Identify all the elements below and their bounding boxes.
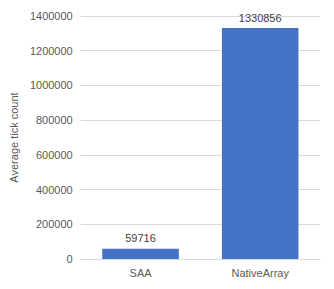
svg-text:1400000: 1400000 (30, 10, 73, 22)
svg-text:1330856: 1330856 (239, 12, 282, 24)
svg-text:NativeArray: NativeArray (231, 267, 289, 279)
svg-text:Average tick count: Average tick count (8, 92, 20, 182)
svg-text:59716: 59716 (125, 232, 156, 244)
svg-text:400000: 400000 (36, 184, 73, 196)
svg-text:0: 0 (67, 253, 73, 265)
svg-text:800000: 800000 (36, 114, 73, 126)
svg-text:1200000: 1200000 (30, 45, 73, 57)
svg-text:1000000: 1000000 (30, 79, 73, 91)
svg-text:SAA: SAA (130, 267, 153, 279)
svg-text:200000: 200000 (36, 218, 73, 230)
svg-text:600000: 600000 (36, 149, 73, 161)
